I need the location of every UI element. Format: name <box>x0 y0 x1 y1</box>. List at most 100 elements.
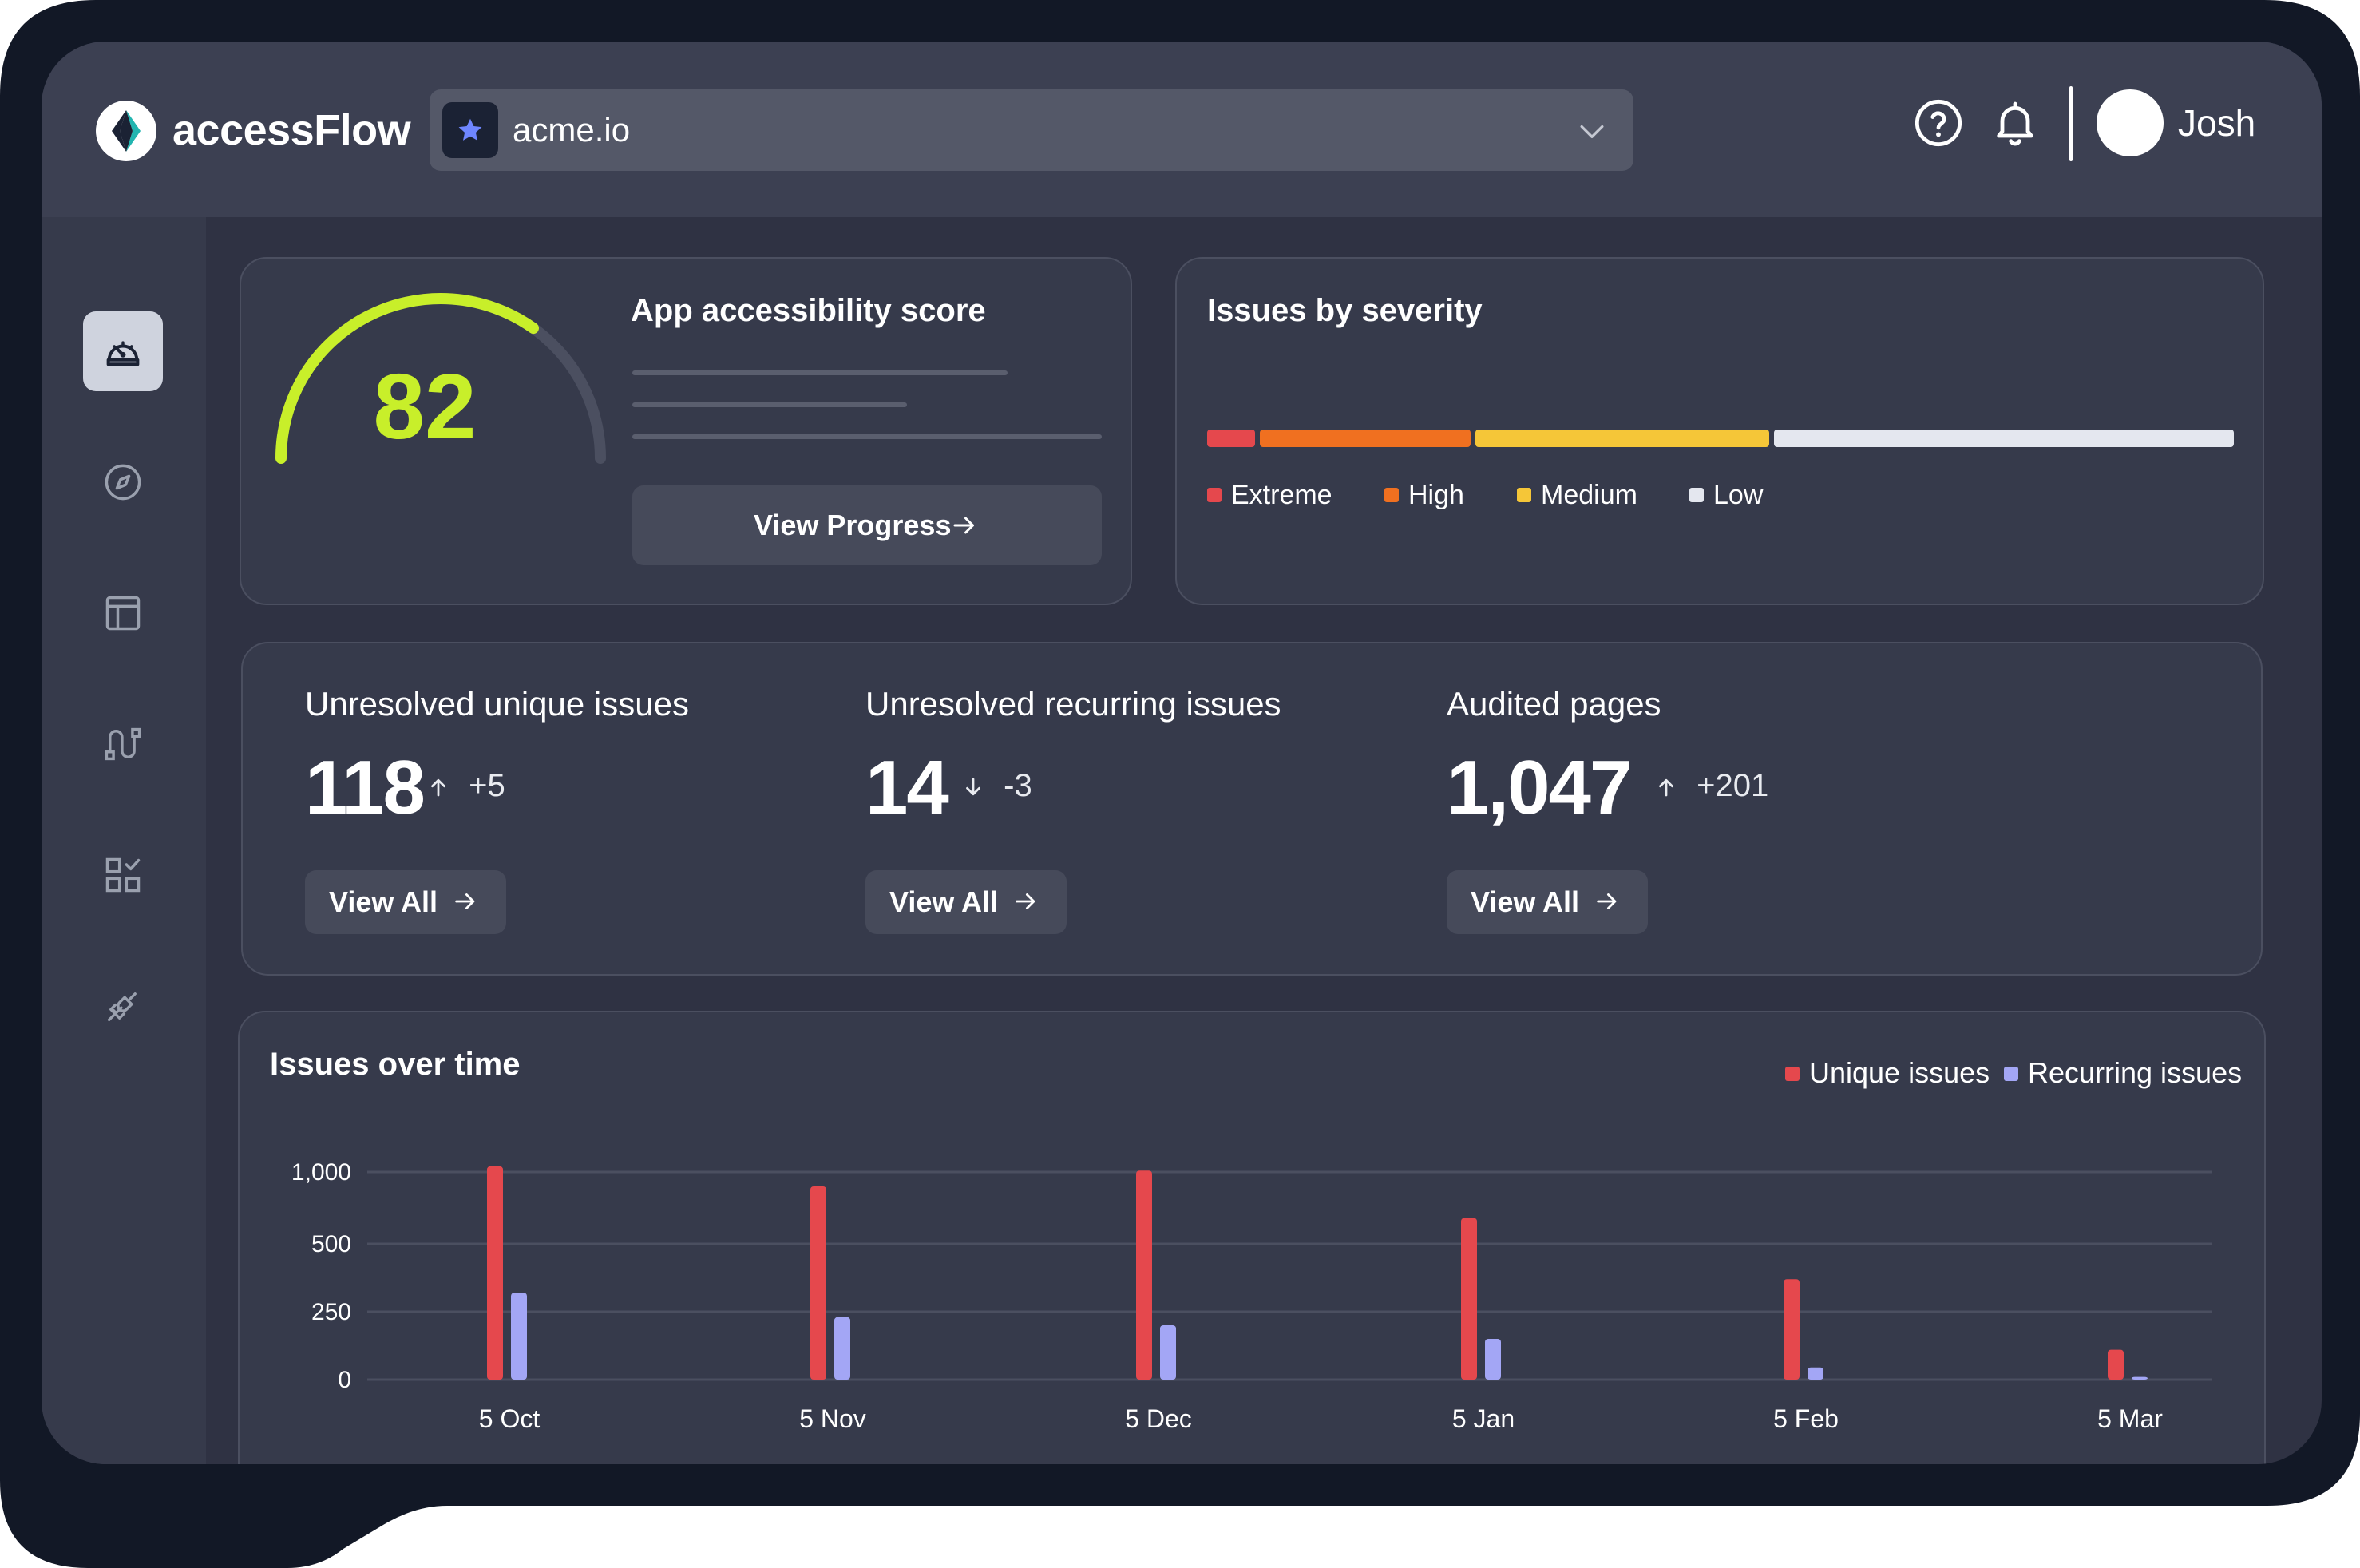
view-all-label: View All <box>1471 885 1580 918</box>
chart-card-title: Issues over time <box>270 1047 521 1082</box>
stat-value-unique: 118 <box>305 745 426 830</box>
legend-swatch <box>1517 488 1531 502</box>
legend-label: Medium <box>1541 480 1637 510</box>
app-logo-text: accessFlow <box>172 106 411 154</box>
legend-extreme: Extreme <box>1207 479 1332 511</box>
placeholder-line <box>632 434 1102 439</box>
bar-recurring <box>1160 1325 1176 1380</box>
sidebar-item-checklist[interactable] <box>83 835 163 915</box>
avatar[interactable] <box>2097 89 2164 156</box>
view-progress-label: View Progress <box>754 509 952 541</box>
bar-unique <box>1784 1279 1800 1380</box>
sidebar-item-flows[interactable] <box>83 704 163 784</box>
severity-bar-high <box>1260 430 1471 447</box>
legend-low: Low <box>1689 479 1763 511</box>
stat-delta-value: +201 <box>1697 768 1769 803</box>
compass-icon <box>105 464 141 501</box>
project-name: acme.io <box>513 111 631 148</box>
view-progress-button[interactable]: View Progress <box>632 485 1102 565</box>
x-tick-label: 5 Feb <box>1773 1404 1839 1433</box>
y-tick-label: 1,000 <box>291 1159 351 1186</box>
view-all-unique-button[interactable]: View All <box>305 870 506 934</box>
project-selector[interactable]: acme.io <box>430 89 1633 171</box>
sidebar-item-explore[interactable] <box>83 442 163 522</box>
arrow-up-icon <box>431 778 445 797</box>
arrow-down-icon <box>966 778 980 796</box>
view-all-label: View All <box>889 885 999 918</box>
plug-icon <box>107 992 137 1022</box>
stat-value-audited-pages: 1,047 <box>1447 745 1632 830</box>
legend-swatch <box>1785 1067 1800 1081</box>
stats-card: Unresolved unique issues 118 +5 View All… <box>241 642 2263 976</box>
user-name[interactable]: Josh <box>2178 102 2256 144</box>
bar-recurring <box>2132 1376 2148 1380</box>
sidebar-item-integrations[interactable] <box>83 966 163 1046</box>
star-icon <box>442 102 498 158</box>
stat-delta-value: +5 <box>469 768 505 803</box>
severity-card-title: Issues by severity <box>1207 293 1483 328</box>
score-value: 82 <box>373 354 477 458</box>
stat-delta-value: -3 <box>1004 768 1032 803</box>
top-header: accessFlow acme.io Josh <box>42 42 2322 217</box>
app-screen: accessFlow acme.io Josh <box>42 42 2322 1464</box>
gauge-icon <box>106 341 140 366</box>
issues-over-time-card: Issues over time Unique issues Recurring… <box>238 1011 2266 1464</box>
stat-label-recurring: Unresolved recurring issues <box>865 685 1281 723</box>
bar-recurring <box>511 1293 527 1380</box>
help-circle-icon[interactable] <box>1913 97 1964 148</box>
header-divider <box>2069 86 2073 161</box>
y-tick-label: 500 <box>311 1231 351 1257</box>
bar-unique <box>810 1186 826 1380</box>
issues-bar-chart: 0 250 500 1,000 5 Oct 5 Nov 5 Dec 5 Jan 5 Feb 5 M… <box>291 1159 2212 1433</box>
stat-delta-audited-pages: +201 <box>1654 762 1768 810</box>
score-card-title: App accessibility score <box>631 293 986 328</box>
bar-unique <box>2108 1349 2124 1380</box>
flow-icon <box>105 727 141 761</box>
bar-recurring <box>1808 1367 1823 1380</box>
legend-label: High <box>1408 480 1464 510</box>
stat-value-recurring: 14 <box>865 745 949 830</box>
bar-unique <box>487 1166 503 1380</box>
view-all-label: View All <box>329 885 438 918</box>
bell-icon[interactable] <box>1990 97 2041 148</box>
legend-swatch <box>1689 488 1704 502</box>
bar-unique <box>1136 1170 1152 1380</box>
arrow-right-icon <box>1016 893 1035 909</box>
severity-bar-medium <box>1475 430 1769 447</box>
chevron-down-icon <box>1580 125 1604 138</box>
bar-unique <box>1461 1218 1477 1380</box>
y-tick-label: 250 <box>311 1299 351 1325</box>
sidebar <box>42 217 206 1464</box>
sidebar-item-layout[interactable] <box>83 573 163 653</box>
layout-icon <box>105 596 141 631</box>
x-tick-label: 5 Dec <box>1125 1404 1192 1433</box>
sidebar-item-dashboard[interactable] <box>83 311 163 391</box>
accessibility-score-card: 82 App accessibility score View Progress <box>240 257 1132 605</box>
legend-label: Unique issues <box>1809 1056 1990 1089</box>
accessflow-logo-icon <box>96 101 156 161</box>
legend-swatch <box>2004 1067 2018 1081</box>
x-tick-label: 5 Nov <box>799 1404 866 1433</box>
view-all-recurring-button[interactable]: View All <box>865 870 1067 934</box>
arrow-up-icon <box>1659 778 1673 797</box>
stat-label-unique: Unresolved unique issues <box>305 685 689 723</box>
severity-bar-low <box>1774 430 2234 447</box>
x-tick-label: 5 Mar <box>2097 1404 2163 1433</box>
arrow-right-icon <box>455 893 475 909</box>
legend-label: Low <box>1713 480 1764 510</box>
chart-legend-unique: Unique issues <box>1785 1055 1990 1091</box>
bar-recurring <box>1485 1339 1501 1380</box>
legend-high: High <box>1384 479 1464 511</box>
checklist-grid-icon <box>105 857 141 893</box>
legend-label: Recurring issues <box>2028 1056 2243 1089</box>
legend-swatch <box>1384 488 1399 502</box>
bar-recurring <box>834 1317 850 1380</box>
severity-bar-extreme <box>1207 430 1255 447</box>
placeholder-line <box>632 370 1008 375</box>
view-all-audited-pages-button[interactable]: View All <box>1447 870 1648 934</box>
issues-by-severity-card: Issues by severity Extreme High Medium L… <box>1175 257 2264 605</box>
x-tick-label: 5 Oct <box>479 1404 541 1433</box>
stat-delta-recurring: -3 <box>961 762 1032 810</box>
stat-label-audited-pages: Audited pages <box>1447 685 1661 723</box>
